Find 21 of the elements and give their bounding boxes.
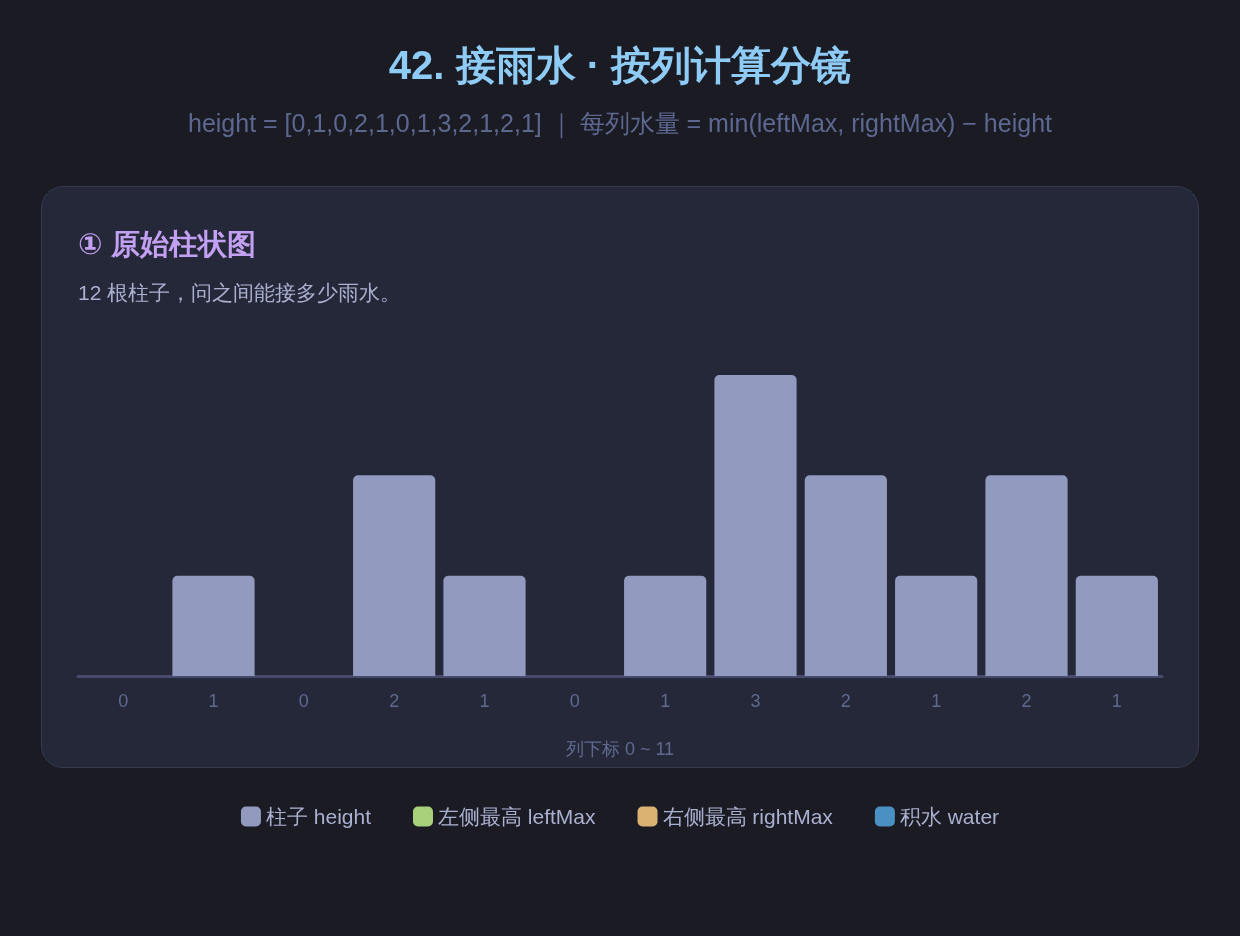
x-tick-label: 0 <box>569 691 580 711</box>
legend-label: 右侧最高 rightMax <box>662 805 834 828</box>
legend-label: 左侧最高 leftMax <box>437 805 597 828</box>
text: 12 根柱子，问之间能接多少雨水。 <box>78 281 402 304</box>
x-tick-label: 2 <box>389 691 400 711</box>
chart-subtitle: height = [0,1,0,2,1,0,1,3,2,1,2,1] ｜ 每列水量 = min(leftMax, rightMax) − height <box>187 109 1052 137</box>
legend-label: 积水 water <box>899 805 1000 828</box>
x-tick-label: 1 <box>660 691 671 711</box>
x-tick-label: 1 <box>479 691 490 711</box>
x-tick-label: 1 <box>208 691 219 711</box>
x-tick-label: 1 <box>1111 691 1122 711</box>
legend-label: 柱子 height <box>265 805 372 828</box>
x-tick-label: 0 <box>118 691 129 711</box>
chart-title: 42. 接雨水 · 按列计算分镜 <box>388 43 852 87</box>
x-axis-title: 列下标 0 ~ 11 <box>565 739 675 759</box>
x-tick-label: 3 <box>750 691 761 711</box>
x-tick-label: 1 <box>931 691 942 711</box>
x-tick-label: 2 <box>840 691 851 711</box>
text: ① 原始柱状图 <box>78 228 256 260</box>
x-tick-label: 0 <box>298 691 309 711</box>
x-tick-label: 2 <box>1021 691 1032 711</box>
